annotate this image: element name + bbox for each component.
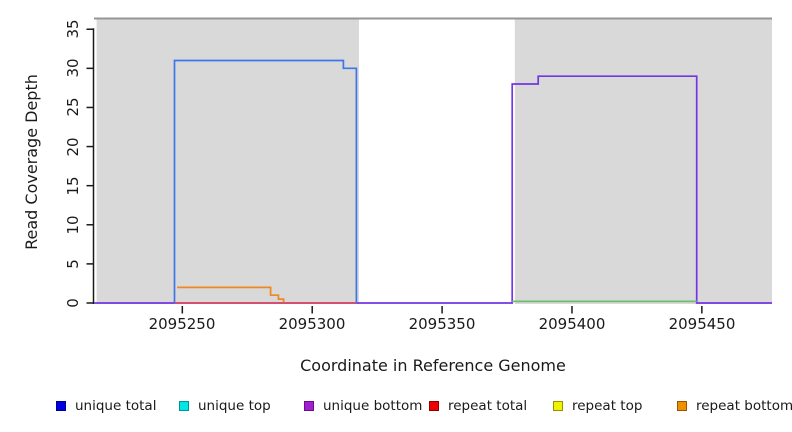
legend-label: unique bottom (323, 398, 423, 414)
y-tick-label: 15 (64, 176, 82, 196)
series-unique-total (173, 59, 358, 303)
x-axis-title: Coordinate in Reference Genome (300, 356, 566, 375)
legend-item-repeat-top: repeat top (553, 398, 642, 414)
legend-label: unique total (75, 398, 157, 414)
legend-item-unique-total: unique total (56, 398, 156, 414)
y-tick-label: 25 (64, 97, 82, 117)
legend-label: repeat total (448, 398, 528, 414)
y-tick-label: 30 (64, 58, 82, 78)
x-tick-label: 2095350 (408, 315, 476, 333)
y-tick-label: 35 (64, 19, 82, 39)
shaded-region-left (96, 18, 359, 304)
legend-swatch-repeat-top (553, 401, 563, 411)
series-repeat-bottom (177, 286, 285, 303)
x-tick-label: 2095400 (538, 315, 606, 333)
legend-item-unique-top: unique top (179, 398, 271, 414)
x-tick-label: 2095450 (668, 315, 736, 333)
shaded-region-right (514, 18, 772, 304)
legend-swatch-unique-bottom (304, 401, 314, 411)
legend-item-repeat-total: repeat total (429, 398, 527, 414)
x-tick-label: 2095300 (278, 315, 346, 333)
legend-swatch-unique-top (179, 401, 189, 411)
y-tick-label: 10 (64, 215, 82, 235)
y-tick-label: 0 (64, 298, 82, 308)
y-axis-title: Read Coverage Depth (22, 74, 41, 250)
y-tick-label: 5 (64, 259, 82, 269)
legend-label: repeat bottom (696, 398, 792, 414)
legend-label: repeat top (572, 398, 643, 414)
y-tick-label: 20 (64, 137, 82, 157)
legend-swatch-repeat-total (429, 401, 439, 411)
series-unique-bottom (94, 75, 772, 304)
legend-item-unique-bottom: unique bottom (304, 398, 422, 414)
legend-label: unique top (198, 398, 271, 414)
legend-swatch-unique-total (56, 401, 66, 411)
x-tick-label: 2095250 (148, 315, 216, 333)
legend-swatch-repeat-bottom (677, 401, 687, 411)
legend-item-repeat-bottom: repeat bottom (677, 398, 792, 414)
